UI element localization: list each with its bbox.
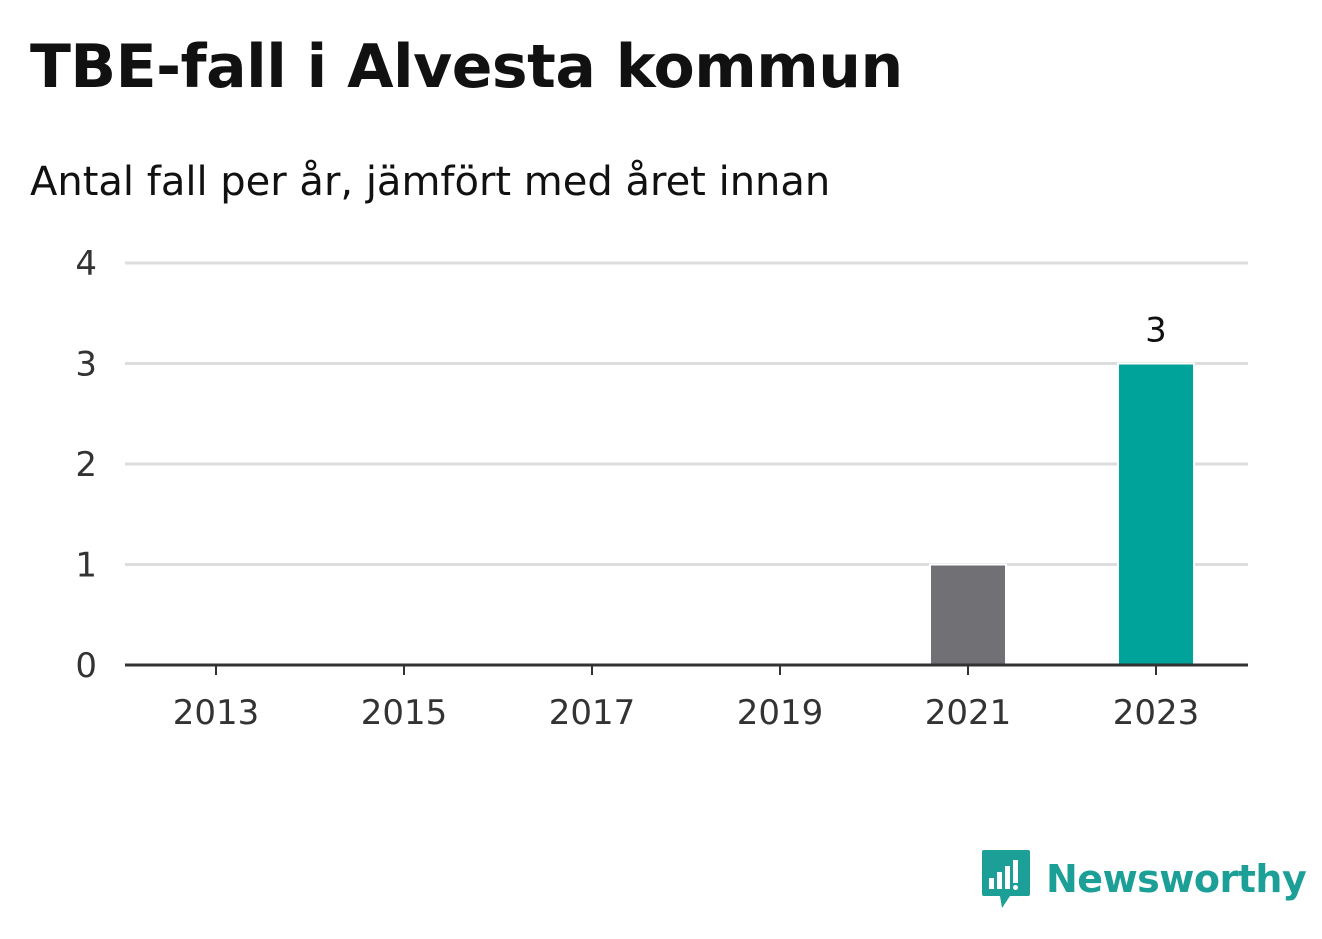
bars xyxy=(929,362,1195,666)
bar-2021 xyxy=(929,563,1007,666)
gridlines xyxy=(125,261,1248,566)
chart-title: TBE-fall i Alvesta kommun xyxy=(30,32,903,102)
brand-name: Newsworthy xyxy=(1046,857,1307,901)
x-tick-label: 2019 xyxy=(737,693,824,733)
newsworthy-brand: Newsworthy xyxy=(980,848,1307,910)
x-tick-label: 2013 xyxy=(173,693,260,733)
newsworthy-logo-icon xyxy=(982,850,1030,908)
x-tick-label: 2015 xyxy=(361,693,448,733)
y-tick-label: 2 xyxy=(75,445,97,485)
y-tick-label: 0 xyxy=(75,646,97,686)
x-axis-ticks: 2013 2015 2017 2019 2021 2023 xyxy=(173,665,1200,733)
y-axis-ticks: 0 1 2 3 4 xyxy=(75,244,97,686)
x-tick-label: 2017 xyxy=(549,693,636,733)
y-tick-label: 3 xyxy=(75,345,97,385)
data-label: 3 xyxy=(1145,311,1167,351)
x-tick-label: 2023 xyxy=(1113,693,1200,733)
bar-2023 xyxy=(1117,362,1195,666)
x-tick-label: 2021 xyxy=(925,693,1012,733)
y-tick-label: 1 xyxy=(75,546,97,586)
chart-subtitle: Antal fall per år, jämfört med året inna… xyxy=(30,159,831,205)
data-labels: 3 xyxy=(1145,311,1167,351)
y-tick-label: 4 xyxy=(75,244,97,284)
